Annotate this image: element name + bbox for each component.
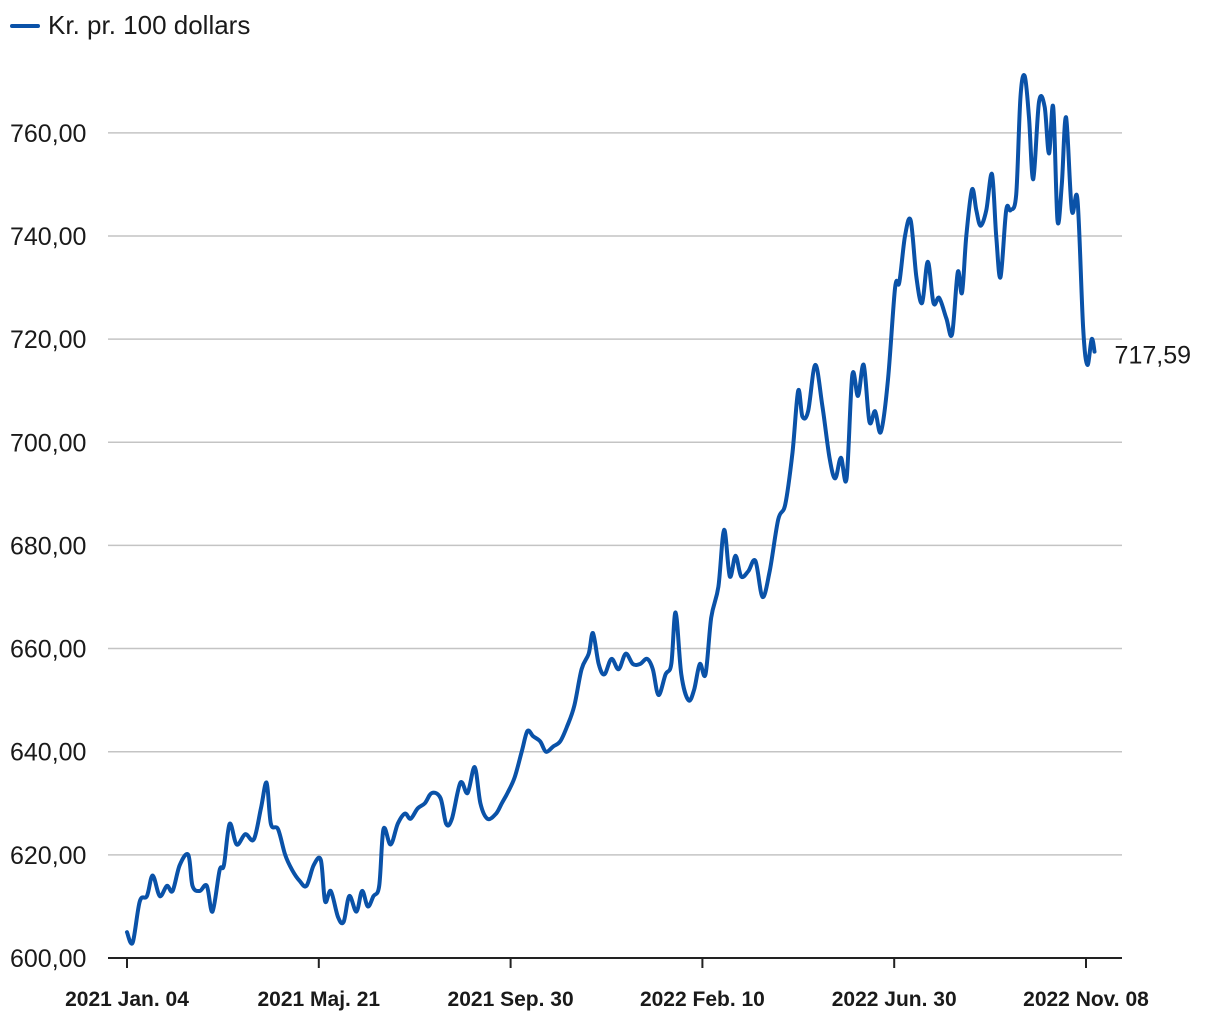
y-tick-label: 740,00 [10, 223, 86, 251]
legend-label: Kr. pr. 100 dollars [48, 10, 251, 40]
y-tick-label: 660,00 [10, 636, 86, 664]
x-tick-label: 2021 Sep. 30 [448, 988, 574, 1011]
y-tick-label: 640,00 [10, 739, 86, 767]
x-tick-label: 2022 Nov. 08 [1023, 988, 1149, 1011]
x-tick-label: 2022 Feb. 10 [640, 988, 765, 1011]
x-tick-label: 2022 Jun. 30 [832, 988, 957, 1011]
y-tick-label: 760,00 [10, 120, 86, 148]
last-value-label: 717,59 [1115, 342, 1191, 370]
x-tick-label: 2021 Maj. 21 [258, 988, 381, 1011]
y-tick-label: 600,00 [10, 945, 86, 973]
series-line [125, 73, 1097, 946]
y-tick-label: 680,00 [10, 532, 86, 560]
x-tick-label: 2021 Jan. 04 [65, 988, 189, 1011]
legend: Kr. pr. 100 dollars [10, 10, 250, 41]
y-tick-label: 700,00 [10, 429, 86, 457]
y-tick-label: 620,00 [10, 842, 86, 870]
legend-swatch [10, 23, 40, 28]
y-tick-label: 720,00 [10, 326, 86, 354]
